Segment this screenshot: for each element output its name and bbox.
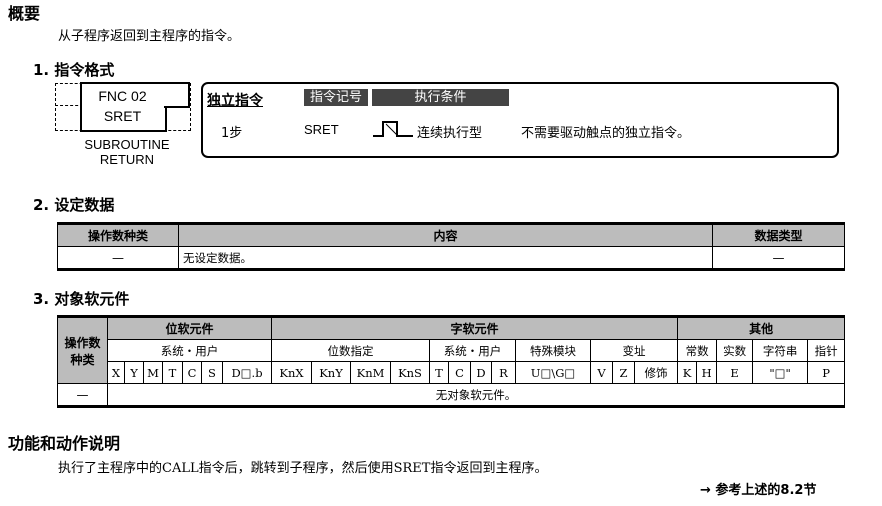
condition: 连续执行型 <box>417 126 483 141</box>
device-column-13: D <box>470 361 493 384</box>
header-symbol: 指令记号 <box>304 89 368 106</box>
continuous-execution-icon <box>373 121 413 137</box>
func-title: 功能和动作说明 <box>8 434 121 453</box>
sub-header: 字符串 <box>752 339 809 362</box>
device-column-5: S <box>201 361 223 384</box>
sec2-title: 2. 设定数据 <box>33 196 115 214</box>
header-bit: 位软元件 <box>106 316 273 340</box>
type-label: 独立指令 <box>207 93 263 109</box>
device-column-21: E <box>716 361 754 384</box>
device-column-19: K <box>677 361 698 384</box>
device-column-20: H <box>696 361 718 384</box>
sub-header: 系统・用户 <box>429 339 517 362</box>
sec1-title: 1. 指令格式 <box>33 61 115 79</box>
sub-header: 变址 <box>590 339 679 362</box>
instruction-info-box: 独立指令 指令记号 执行条件 1步 SRET 连续执行型 不需要驱动触点的独立指… <box>201 82 839 158</box>
device-column-14: R <box>491 361 517 384</box>
row-content: 无对象软元件。 <box>106 383 846 407</box>
overview-title: 概要 <box>8 4 41 23</box>
sub-header: 特殊模块 <box>515 339 592 362</box>
device-column-11: T <box>429 361 450 384</box>
sec3-title: 3. 对象软元件 <box>33 290 130 308</box>
fnc-number: FNC 02 <box>98 88 147 104</box>
target-device-table: 操作数种类 位软元件 字软元件 其他 系统・用户 位数指定 系统・用户 特殊模块… <box>57 315 846 408</box>
setting-data-table: 操作数种类 内容 数据类型 — 无设定数据。 — <box>57 222 845 271</box>
device-column-18: 修饰 <box>634 361 679 384</box>
cell-operand: — <box>57 246 179 270</box>
sub-header: 常数 <box>677 339 718 362</box>
device-column-17: Z <box>612 361 636 384</box>
header-operand: 操作数种类 <box>57 316 108 384</box>
sub-header: 实数 <box>716 339 754 362</box>
cell-content: 无设定数据。 <box>178 246 713 270</box>
device-column-0: X <box>107 361 125 384</box>
caption-line2: RETURN <box>99 152 155 167</box>
header-content: 内容 <box>178 223 713 247</box>
header-condition: 执行条件 <box>372 89 509 106</box>
row-operand: — <box>57 383 108 407</box>
mnemonic: SRET <box>103 108 142 124</box>
device-column-7: KnX <box>271 361 313 384</box>
note: 不需要驱动触点的独立指令。 <box>521 126 691 141</box>
symbol: SRET <box>304 122 339 137</box>
header-word: 字软元件 <box>271 316 679 340</box>
overview-desc: 从子程序返回到主程序的指令。 <box>58 29 241 44</box>
device-column-6: D□.b <box>221 361 273 384</box>
header-operand: 操作数种类 <box>57 223 179 247</box>
func-desc: 执行了主程序中的CALL指令后，跳转到子程序，然后使用SRET指令返回到主程序。 <box>58 461 548 476</box>
reference-link[interactable]: → 参考上述的8.2节 <box>700 483 817 498</box>
device-column-3: T <box>162 361 183 384</box>
caption-line1: SUBROUTINE <box>84 137 170 152</box>
sub-header: 系统・用户 <box>106 339 273 362</box>
header-type: 数据类型 <box>712 223 845 247</box>
device-column-8: KnY <box>311 361 352 384</box>
device-column-10: KnS <box>390 361 431 384</box>
device-column-2: M <box>143 361 163 384</box>
device-column-16: V <box>590 361 614 384</box>
steps: 1步 <box>221 126 243 141</box>
device-column-15: U□\G□ <box>515 361 592 384</box>
device-column-4: C <box>182 361 202 384</box>
device-column-23: P <box>807 361 846 384</box>
device-column-1: Y <box>124 361 144 384</box>
cell-type: — <box>712 246 845 270</box>
sub-header: 指针 <box>807 339 846 362</box>
device-column-9: KnM <box>350 361 392 384</box>
device-column-22: "□" <box>752 361 809 384</box>
sub-header: 位数指定 <box>271 339 431 362</box>
header-other: 其他 <box>677 316 846 340</box>
device-column-12: C <box>448 361 472 384</box>
